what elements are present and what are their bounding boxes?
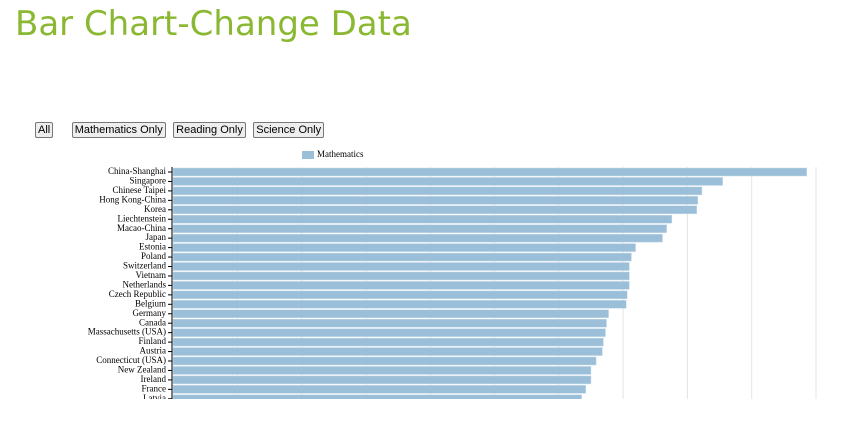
bar bbox=[172, 375, 592, 385]
button-reading[interactable]: Reading Only bbox=[173, 122, 246, 138]
bar bbox=[172, 177, 723, 186]
y-tick-label: Canada bbox=[139, 317, 166, 327]
bar bbox=[172, 224, 667, 233]
bar bbox=[172, 233, 663, 243]
bar bbox=[172, 356, 597, 366]
y-tick-label: Connecticut (USA) bbox=[96, 355, 166, 365]
bar bbox=[172, 290, 628, 300]
bar bbox=[172, 196, 699, 205]
bar bbox=[172, 394, 582, 399]
y-tick-label: Austria bbox=[140, 346, 167, 356]
y-tick-label: Vietnam bbox=[136, 270, 166, 280]
bar bbox=[172, 309, 609, 318]
y-tick-label: New Zealand bbox=[118, 365, 167, 375]
bar bbox=[172, 337, 604, 347]
legend-swatch bbox=[302, 151, 314, 159]
bar bbox=[172, 366, 592, 375]
y-tick-label: Japan bbox=[146, 232, 167, 242]
bar bbox=[172, 205, 697, 215]
button-all[interactable]: All bbox=[35, 122, 54, 138]
y-tick-label: Switzerland bbox=[123, 261, 166, 271]
y-tick-label: Ireland bbox=[141, 374, 167, 384]
y-tick-label: China-Shanghai bbox=[108, 166, 166, 176]
button-math[interactable]: Mathematics Only bbox=[71, 122, 166, 138]
y-tick-label: Singapore bbox=[130, 176, 167, 186]
bar bbox=[172, 281, 630, 290]
bar bbox=[172, 300, 627, 309]
bar bbox=[172, 186, 703, 196]
y-tick-label: Czech Republic bbox=[109, 289, 166, 299]
y-tick-label: Germany bbox=[133, 308, 167, 318]
y-tick-label: Belgium bbox=[135, 298, 166, 308]
bar bbox=[172, 243, 636, 252]
bar bbox=[172, 271, 630, 281]
button-science[interactable]: Science Only bbox=[253, 122, 325, 138]
y-tick-label: Massachusetts (USA) bbox=[88, 327, 166, 337]
y-tick-label: Korea bbox=[144, 204, 166, 214]
bar bbox=[172, 252, 632, 262]
y-tick-label: Estonia bbox=[139, 242, 166, 252]
y-tick-label: Macao-China bbox=[117, 223, 166, 233]
bar bbox=[172, 318, 607, 328]
chart: Mathematics China-ShanghaiSingaporeChines… bbox=[88, 149, 817, 399]
y-tick-label: Chinese Taipei bbox=[113, 185, 167, 195]
button-bar: All Mathematics Only Reading Only Scienc… bbox=[35, 120, 327, 138]
y-tick-label: Finland bbox=[138, 336, 166, 346]
y-tick-label: France bbox=[142, 383, 167, 393]
bar bbox=[172, 167, 807, 177]
bar bbox=[172, 215, 673, 224]
y-tick-label: Poland bbox=[141, 251, 167, 261]
bar bbox=[172, 262, 630, 271]
y-tick-label: Latvia bbox=[143, 393, 166, 399]
bar bbox=[172, 328, 606, 337]
bar bbox=[172, 385, 587, 394]
y-tick-label: Hong Kong-China bbox=[99, 194, 166, 204]
bar bbox=[172, 347, 603, 356]
legend-label: Mathematics bbox=[317, 149, 364, 159]
page-title: Bar Chart-Change Data bbox=[15, 4, 412, 44]
y-tick-label: Liechtenstein bbox=[118, 213, 167, 223]
y-tick-label: Netherlands bbox=[123, 279, 167, 289]
